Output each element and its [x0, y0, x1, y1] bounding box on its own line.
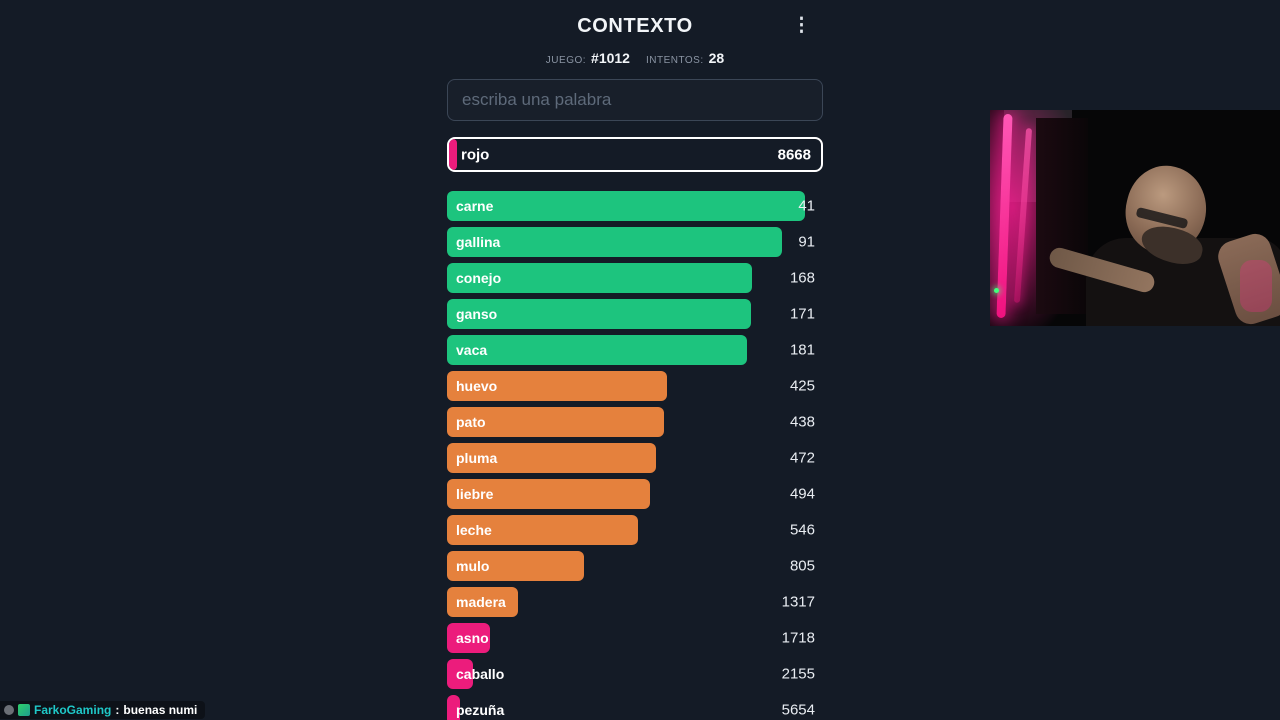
- guess-word: ganso: [456, 306, 498, 322]
- guess-row: asno 1718: [447, 623, 823, 653]
- guess-bar: [447, 191, 805, 221]
- game-column: CONTEXTO ⋮ JUEGO: #1012 INTENTOS: 28 roj…: [447, 0, 823, 720]
- current-guess-word: rojo: [461, 146, 490, 163]
- guess-bar: [447, 299, 752, 329]
- guess-word: caballo: [456, 666, 505, 682]
- guess-word: conejo: [456, 270, 502, 286]
- guess-list: carne 41 gallina 91 conejo 168 ganso 171…: [447, 191, 823, 720]
- green-led-icon: [994, 288, 999, 293]
- guess-bar: [447, 659, 473, 689]
- guess-row: vaca 181: [447, 335, 823, 365]
- guess-word: leche: [456, 522, 492, 538]
- guess-bar: [447, 587, 519, 617]
- guess-score: 168: [789, 269, 815, 287]
- chat-username: FarkoGaming: [34, 703, 112, 717]
- guess-bar: [447, 407, 664, 437]
- guess-row: leche 546: [447, 515, 823, 545]
- guess-bar: [447, 623, 490, 653]
- guess-bar: [447, 515, 638, 545]
- guess-bar: [447, 371, 667, 401]
- guess-word: carne: [456, 198, 494, 214]
- webcam-overlay: [990, 110, 1280, 326]
- guess-word: pato: [456, 414, 486, 430]
- guess-row: pluma 472: [447, 443, 823, 473]
- game-stats: JUEGO: #1012 INTENTOS: 28: [447, 50, 823, 66]
- guess-row: mulo 805: [447, 551, 823, 581]
- chat-message: buenas numi: [123, 703, 198, 717]
- guess-word: pluma: [456, 450, 498, 466]
- game-number-label: JUEGO:: [545, 55, 587, 66]
- guess-bar: [447, 443, 657, 473]
- guess-score: 41: [798, 197, 815, 215]
- guess-row: gallina 91: [447, 227, 823, 257]
- chat-separator: :: [115, 703, 120, 717]
- guess-score: 171: [789, 305, 815, 323]
- chat-overlay: FarkoGaming : buenas numi: [0, 701, 206, 719]
- attempts-value: 28: [708, 50, 725, 66]
- guess-bar: [447, 479, 651, 509]
- current-guess-bar: [449, 139, 458, 170]
- guess-bar: [447, 335, 748, 365]
- guess-score: 438: [789, 413, 815, 431]
- guess-score: 546: [789, 521, 815, 539]
- guess-row: huevo 425: [447, 371, 823, 401]
- guess-word: huevo: [456, 378, 498, 394]
- guess-bar: [447, 263, 752, 293]
- guess-score: 181: [789, 341, 815, 359]
- guess-word: gallina: [456, 234, 501, 250]
- gray-dot-badge-icon: [4, 705, 14, 715]
- guess-bar: [447, 551, 584, 581]
- guess-row: carne 41: [447, 191, 823, 221]
- pc-tower-silhouette: [1036, 118, 1088, 314]
- guess-score: 805: [789, 557, 815, 575]
- game-number-value: #1012: [591, 50, 630, 66]
- guess-row: madera 1317: [447, 587, 823, 617]
- guess-bar: [447, 695, 461, 720]
- page-title: CONTEXTO: [577, 15, 693, 37]
- guess-row: caballo 2155: [447, 659, 823, 689]
- guess-word: pezuña: [456, 702, 505, 718]
- guess-score: 5654: [781, 701, 815, 719]
- guess-score: 425: [789, 377, 815, 395]
- attempts-label: INTENTOS:: [645, 55, 704, 66]
- guess-word: mulo: [456, 558, 490, 574]
- guess-row: liebre 494: [447, 479, 823, 509]
- guess-score: 1718: [781, 629, 815, 647]
- guess-word: vaca: [456, 342, 488, 358]
- kebab-menu-icon[interactable]: ⋮: [786, 14, 817, 37]
- guess-bar: [447, 227, 783, 257]
- guess-word: asno: [456, 630, 489, 646]
- word-input[interactable]: [447, 79, 823, 121]
- guess-score: 1317: [781, 593, 815, 611]
- guess-row: pato 438: [447, 407, 823, 437]
- guess-row: conejo 168: [447, 263, 823, 293]
- green-emote-badge-icon: [18, 704, 30, 716]
- guess-word: liebre: [456, 486, 494, 502]
- current-guess-score: 8668: [777, 146, 811, 163]
- current-guess-row: rojo 8668: [447, 137, 823, 172]
- guess-score: 91: [798, 233, 815, 251]
- guess-word: madera: [456, 594, 506, 610]
- guess-score: 2155: [781, 665, 815, 683]
- guess-score: 494: [789, 485, 815, 503]
- guess-row: pezuña 5654: [447, 695, 823, 720]
- guess-score: 472: [789, 449, 815, 467]
- guess-row: ganso 171: [447, 299, 823, 329]
- arm-pink-reflection: [1240, 260, 1272, 312]
